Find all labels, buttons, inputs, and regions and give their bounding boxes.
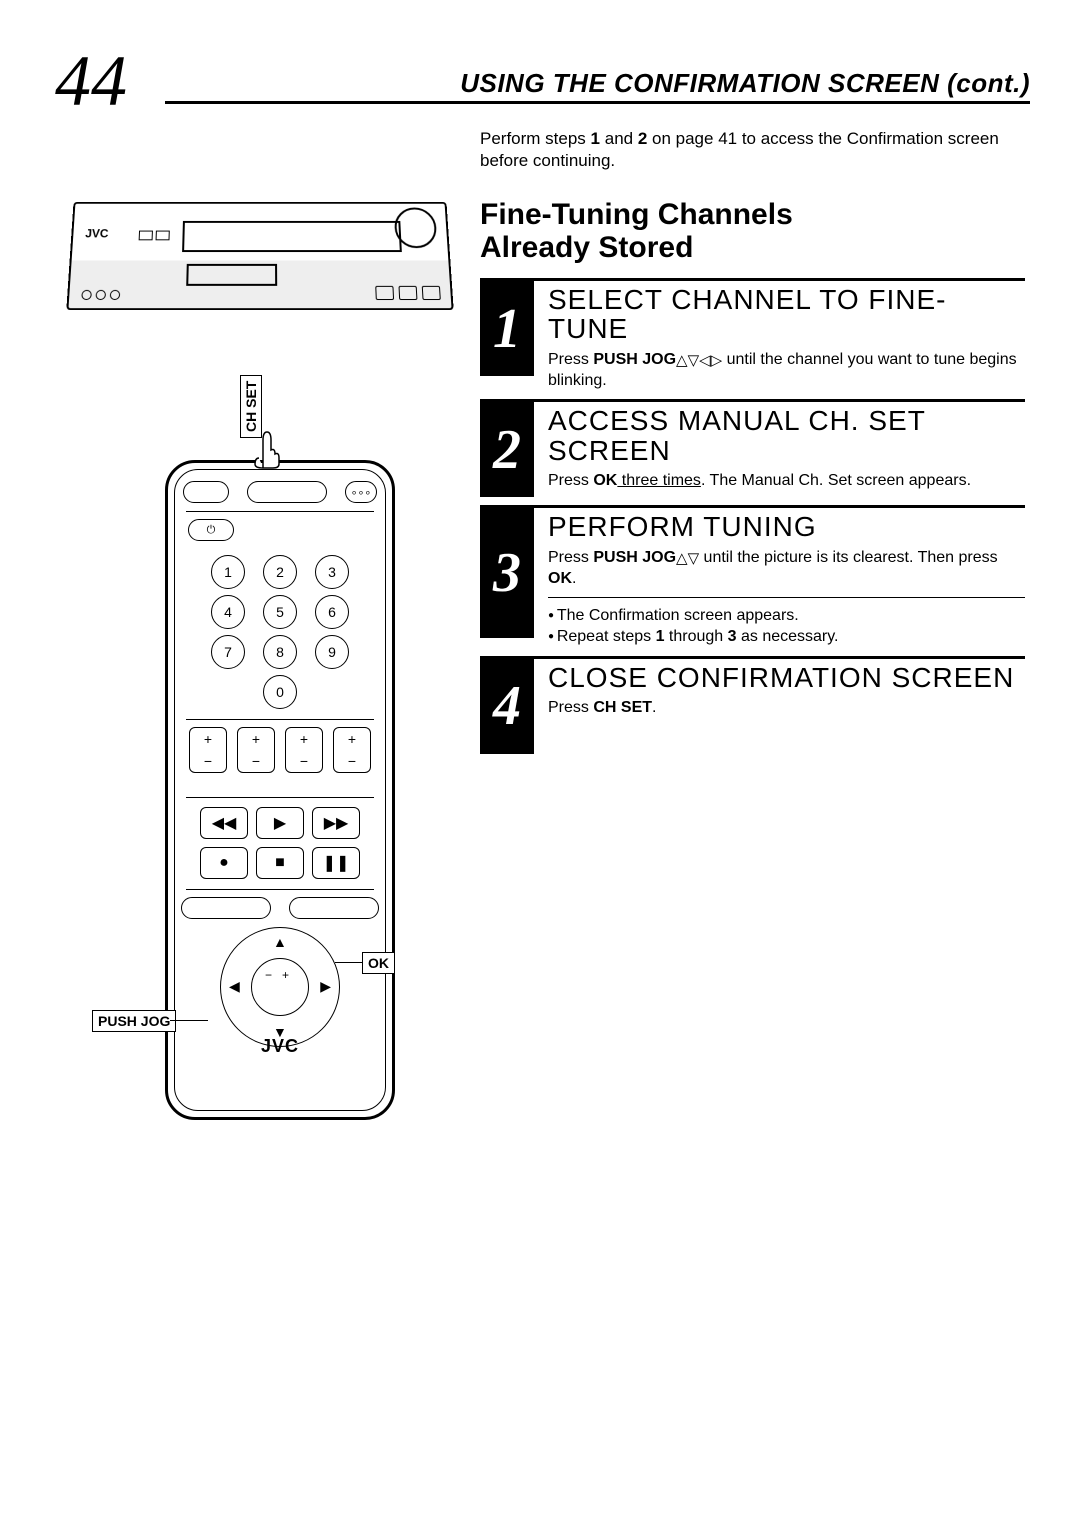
step-title: CLOSE CONFIRMATION SCREEN: [548, 663, 1025, 692]
t: Press: [548, 472, 593, 489]
step-body: Press PUSH JOG△▽◁▷ until the channel you…: [548, 350, 1025, 392]
intro-text: Perform steps 1 and 2 on page 41 to acce…: [480, 128, 1020, 172]
step-body: Press CH SET.: [548, 698, 1025, 719]
t: Press: [548, 351, 593, 368]
t: .: [652, 699, 656, 716]
keypad-0: 0: [263, 675, 297, 709]
step-number: 1: [480, 281, 534, 376]
step-number: 2: [480, 402, 534, 497]
section-title: Fine-Tuning Channels Already Stored: [480, 198, 793, 264]
t: Press: [548, 549, 593, 566]
callout-ok: OK: [362, 952, 395, 974]
header-title: USING THE CONFIRMATION SCREEN (cont.): [460, 68, 1030, 98]
keypad-7: 7: [211, 635, 245, 669]
keypad-5: 5: [263, 595, 297, 629]
vcr-brand: JVC: [85, 227, 109, 241]
t: OK: [548, 570, 572, 587]
intro-step1: 1: [591, 129, 600, 148]
t: through: [664, 628, 727, 645]
remote-btn: +−: [189, 727, 227, 773]
remote-btn: [289, 897, 379, 919]
t: .: [572, 570, 576, 587]
remote-btn: ⏻: [188, 519, 234, 541]
rewind-icon: ◀◀: [200, 807, 248, 839]
remote-btn: [183, 481, 229, 503]
t: 3: [728, 628, 737, 645]
step-title: SELECT CHANNEL TO FINE-TUNE: [548, 285, 1025, 344]
t: . The Manual Ch. Set screen appears.: [701, 472, 971, 489]
keypad-6: 6: [315, 595, 349, 629]
t: PUSH JOG: [593, 549, 676, 566]
keypad-3: 3: [315, 555, 349, 589]
step-1: 1 SELECT CHANNEL TO FINE-TUNE Press PUSH…: [480, 278, 1025, 391]
t: until the picture is its clearest. Then …: [699, 549, 998, 566]
remote-btn: [247, 481, 327, 503]
divider: [548, 597, 1025, 598]
step-number: 4: [480, 659, 534, 754]
page-number: 44: [55, 40, 127, 123]
step-title: ACCESS MANUAL CH. SET SCREEN: [548, 406, 1025, 465]
keypad-4: 4: [211, 595, 245, 629]
intro-step2: 2: [638, 129, 647, 148]
intro-pre: Perform steps: [480, 129, 591, 148]
section-title-l2: Already Stored: [480, 231, 693, 264]
t: as necessary.: [737, 628, 839, 645]
callout-push-jog: PUSH JOG: [92, 1010, 176, 1032]
keypad-8: 8: [263, 635, 297, 669]
note-1: The Confirmation screen appears.: [548, 606, 1025, 627]
section-title-l1: Fine-Tuning Channels: [480, 198, 793, 231]
step-2: 2 ACCESS MANUAL CH. SET SCREEN Press OK …: [480, 399, 1025, 497]
play-icon: ▶: [256, 807, 304, 839]
remote-btn: ∘∘∘: [345, 481, 377, 503]
keypad-1: 1: [211, 555, 245, 589]
remote-spacer: [252, 519, 372, 541]
remote-btn: +−: [333, 727, 371, 773]
pause-icon: ❚❚: [312, 847, 360, 879]
t: Press: [548, 699, 593, 716]
remote-brand: JVC: [168, 1036, 392, 1057]
push-jog-dpad: ▲ ▼ ◀ ▶ − +: [220, 927, 340, 1047]
keypad-9: 9: [315, 635, 349, 669]
ffwd-icon: ▶▶: [312, 807, 360, 839]
step-body: Press OK three times. The Manual Ch. Set…: [548, 471, 1025, 492]
step-4: 4 CLOSE CONFIRMATION SCREEN Press CH SET…: [480, 656, 1025, 754]
t: PUSH JOG: [593, 351, 676, 368]
remote-illustration: ∘∘∘ ⏻ 1 2 3 4 5 6 7 8 9 0 +: [95, 430, 445, 1150]
hand-icon: [245, 420, 285, 470]
step-number: 3: [480, 508, 534, 638]
remote-btn: [181, 897, 271, 919]
remote-btn: +−: [237, 727, 275, 773]
arrows-icon: △▽: [676, 550, 699, 567]
steps: 1 SELECT CHANNEL TO FINE-TUNE Press PUSH…: [480, 278, 1025, 762]
t: Repeat steps: [557, 628, 656, 645]
t: three times: [617, 472, 701, 489]
remote-btn: +−: [285, 727, 323, 773]
step-3: 3 PERFORM TUNING Press PUSH JOG△▽ until …: [480, 505, 1025, 648]
t: OK: [593, 472, 617, 489]
step-body: Press PUSH JOG△▽ until the picture is it…: [548, 548, 1025, 648]
record-icon: ●: [200, 847, 248, 879]
arrows-icon: △▽◁▷: [676, 352, 722, 369]
t: The Confirmation screen appears.: [557, 607, 799, 624]
intro-mid: and: [600, 129, 638, 148]
header-bar: USING THE CONFIRMATION SCREEN (cont.): [165, 68, 1030, 104]
vcr-illustration: JVC: [70, 200, 460, 380]
step-title: PERFORM TUNING: [548, 512, 1025, 541]
stop-icon: ■: [256, 847, 304, 879]
keypad-2: 2: [263, 555, 297, 589]
note-2: Repeat steps 1 through 3 as necessary.: [548, 627, 1025, 648]
t: CH SET: [593, 699, 652, 716]
